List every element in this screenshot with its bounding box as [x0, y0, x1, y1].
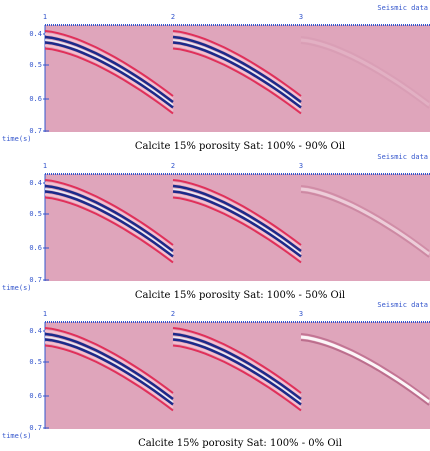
time-label: 0.4 — [29, 30, 42, 38]
time-label: 0.4 — [29, 179, 42, 187]
trace-label: 1 — [43, 13, 47, 21]
caption: Calcite 15% porosity Sat: 100% - 0% Oil — [138, 438, 342, 449]
time-label: 0.5 — [29, 210, 42, 218]
axis-label: time(s) — [2, 135, 32, 143]
panel-header: Seismic data — [377, 301, 428, 309]
seismic-figure: Seismic data1230.40.50.60.7time(s)Calcit… — [0, 0, 430, 451]
trace-label: 1 — [43, 162, 47, 170]
axis-label: time(s) — [2, 284, 32, 292]
trace-label: 3 — [299, 162, 303, 170]
caption: Calcite 15% porosity Sat: 100% - 90% Oil — [135, 141, 345, 152]
trace-label: 2 — [171, 310, 175, 318]
time-label: 0.6 — [29, 392, 42, 400]
axis-label: time(s) — [2, 432, 32, 440]
trace-label: 2 — [171, 162, 175, 170]
time-label: 0.5 — [29, 358, 42, 366]
panel-header: Seismic data — [377, 153, 428, 161]
time-label: 0.5 — [29, 61, 42, 69]
trace-label: 2 — [171, 13, 175, 21]
panel-header: Seismic data — [377, 4, 428, 12]
trace-label: 1 — [43, 310, 47, 318]
time-label: 0.6 — [29, 95, 42, 103]
time-label: 0.7 — [29, 424, 42, 432]
plot-area — [45, 174, 430, 281]
caption: Calcite 15% porosity Sat: 100% - 50% Oil — [135, 290, 345, 301]
time-label: 0.7 — [29, 127, 42, 135]
plot-area — [45, 322, 430, 429]
time-label: 0.6 — [29, 244, 42, 252]
trace-label: 3 — [299, 13, 303, 21]
time-label: 0.7 — [29, 276, 42, 284]
plot-area — [45, 25, 430, 132]
trace-label: 3 — [299, 310, 303, 318]
time-label: 0.4 — [29, 327, 42, 335]
